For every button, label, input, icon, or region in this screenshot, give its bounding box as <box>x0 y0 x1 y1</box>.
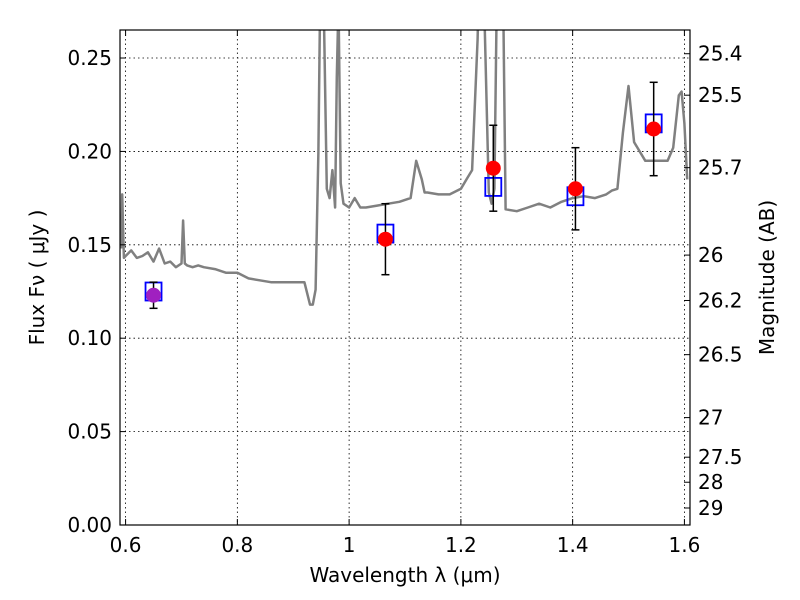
y-tick-label: 0.05 <box>67 420 112 444</box>
x-tick-label: 1.4 <box>557 533 589 557</box>
x-axis-label: Wavelength λ (μm) <box>309 563 500 587</box>
y-axis-label: Flux Fν ( μJy ) <box>25 210 49 346</box>
x-tick-label: 1.2 <box>445 533 477 557</box>
x-tick-label: 0.8 <box>221 533 253 557</box>
axis-ticks: 0.6 0.8 1 1.2 1.4 1.6 0.00 0.05 0.10 0.15 0.20 0.25… <box>67 30 743 557</box>
model-spectrum <box>120 30 689 306</box>
y-tick-label: 0.00 <box>67 513 112 537</box>
grid-lines <box>120 30 690 526</box>
observed-point <box>377 231 393 247</box>
plot-frame <box>119 29 691 526</box>
right-tick-label: 28 <box>698 470 723 494</box>
observed-point <box>146 287 162 303</box>
observed-point <box>567 181 583 197</box>
y-tick-label: 0.15 <box>67 233 112 257</box>
right-tick-label: 29 <box>698 496 723 520</box>
observed-point <box>485 160 501 176</box>
observed-point <box>646 121 662 137</box>
right-axis-label: Magnitude (AB) <box>755 200 779 355</box>
x-tick-label: 1 <box>343 533 356 557</box>
right-tick-label: 26.5 <box>698 343 743 367</box>
x-tick-label: 0.6 <box>110 533 142 557</box>
photometry-points <box>144 81 663 310</box>
model-spectrum-line <box>120 30 689 306</box>
y-tick-label: 0.10 <box>67 326 112 350</box>
right-tick-label: 25.4 <box>698 42 743 66</box>
x-tick-label: 1.6 <box>669 533 701 557</box>
right-tick-label: 26 <box>698 243 723 267</box>
right-tick-label: 26.2 <box>698 288 743 312</box>
right-tick-label: 27.5 <box>698 445 743 469</box>
right-tick-label: 27 <box>698 406 723 430</box>
right-tick-label: 25.5 <box>698 83 743 107</box>
y-tick-label: 0.20 <box>67 139 112 163</box>
y-tick-label: 0.25 <box>67 46 112 70</box>
right-tick-label: 25.7 <box>698 156 743 180</box>
